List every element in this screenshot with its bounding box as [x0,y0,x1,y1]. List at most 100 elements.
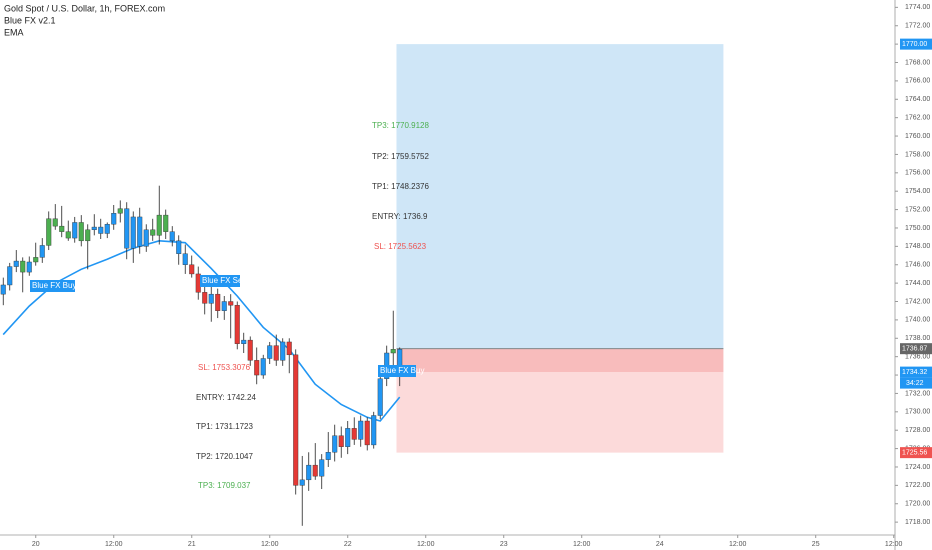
y-tick-label: 1720.00 [905,501,930,508]
x-tick-label: 12:00 [105,541,123,548]
annotation: ENTRY: 1742.24 [196,393,256,402]
candle-body [7,266,13,286]
y-tick-label: 1772.00 [905,23,930,30]
candle-body [202,292,208,304]
profit-zone [396,44,724,349]
candle-body [13,260,19,267]
indicator-name: EMA [4,27,24,37]
y-tick-label: 1718.00 [905,519,930,526]
candle-body [176,240,182,254]
candle-body [26,261,32,273]
price-marker [900,366,932,378]
candle-body [221,301,227,311]
signal-label: Blue FX Sell [202,276,246,285]
y-tick-label: 1752.00 [905,206,930,213]
price-marker-label: 1725.56 [902,449,927,456]
x-tick-label: 25 [812,541,820,548]
candle-body [377,378,383,416]
y-tick-label: 1730.00 [905,409,930,416]
candle-body [241,339,247,344]
y-tick-label: 1754.00 [905,188,930,195]
annotation: TP1: 1748.2376 [372,182,429,191]
candle-body [345,428,351,447]
countdown-box [900,377,932,389]
y-tick-label: 1732.00 [905,390,930,397]
indicator-name: Blue FX v2.1 [4,15,56,25]
candle-body [111,213,117,225]
candle-body [189,264,195,275]
annotation: TP1: 1731.1723 [196,422,253,431]
candle-body [286,341,292,356]
candle-body [325,452,331,460]
candle-body [130,216,136,249]
annotation: SL: 1753.3076 [198,363,251,372]
candle-body [150,229,156,236]
y-tick-label: 1744.00 [905,280,930,287]
y-tick-label: 1742.00 [905,298,930,305]
candle-body [156,214,162,236]
price-marker [900,447,932,459]
y-tick-label: 1768.00 [905,59,930,66]
candle-body [390,349,396,354]
y-tick-label: 1756.00 [905,170,930,177]
signal-label: Blue FX Buy [380,366,424,375]
candle-body [33,257,39,263]
y-tick-label: 1762.00 [905,115,930,122]
annotation: TP2: 1759.5752 [372,152,429,161]
annotation: TP3: 1770.9128 [372,121,429,130]
candle-body [78,222,84,242]
y-tick-label: 1736.00 [905,354,930,361]
candle-body [91,226,97,231]
candle-body [293,354,299,486]
annotation: TP2: 1720.1047 [196,452,253,461]
candle-body [72,222,78,239]
candle-body [137,216,143,247]
candle-body [0,284,6,295]
candle-body [306,464,312,481]
candle-body [65,231,71,239]
x-tick-label: 23 [500,541,508,548]
y-tick-label: 1764.00 [905,96,930,103]
ema-line [2,239,401,422]
candle-body [59,225,65,232]
candle-body [195,273,201,293]
y-tick-label: 1760.00 [905,133,930,140]
y-tick-label: 1740.00 [905,317,930,324]
y-tick-label: 1724.00 [905,464,930,471]
signal-box [378,365,416,377]
x-tick-label: 12:00 [417,541,435,548]
candle-body [117,208,123,214]
y-tick-label: 1746.00 [905,262,930,269]
annotation: ENTRY: 1736.9 [372,212,428,221]
x-tick-label: 22 [344,541,352,548]
candle-body [371,415,377,446]
x-tick-label: 12:00 [885,541,903,548]
candle-body [312,464,318,477]
candle-body [332,435,338,453]
x-tick-label: 12:00 [573,541,591,548]
candle-body [358,420,364,440]
candle-body [273,345,279,361]
y-tick-label: 1748.00 [905,243,930,250]
candle-body [267,345,273,359]
y-tick-label: 1722.00 [905,482,930,489]
candle-body [247,339,253,361]
annotation: TP3: 1709.037 [198,481,251,490]
candle-body [338,435,344,447]
candle-body [228,301,234,306]
candle-body [39,245,45,258]
x-tick-label: 12:00 [729,541,747,548]
candle-body [208,293,214,304]
price-marker [900,38,932,50]
y-tick-label: 1758.00 [905,151,930,158]
candle-body [364,420,370,446]
candle-body [124,208,130,249]
price-marker-label: 1736.87 [902,346,927,353]
axis-panel [895,0,932,550]
y-tick-label: 1728.00 [905,427,930,434]
price-marker-label: 1734.32 [902,369,927,376]
candle-body [254,360,260,376]
price-marker [900,343,932,355]
